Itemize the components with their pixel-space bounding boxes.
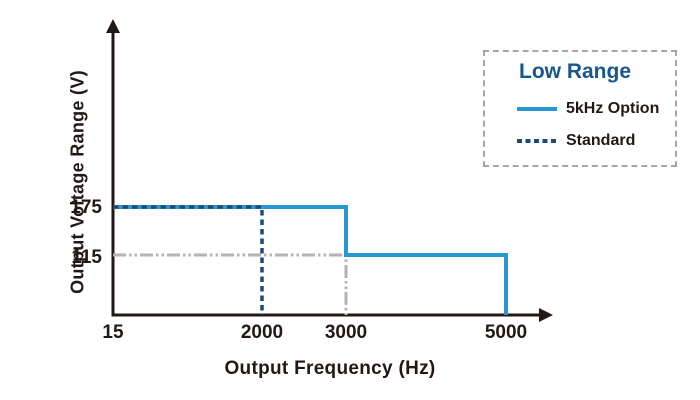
- solid-line-swatch-icon: [517, 107, 557, 111]
- legend-title: Low Range: [519, 60, 632, 83]
- x-tick-2000: 2000: [240, 322, 284, 343]
- dashed-line-swatch-icon: [517, 139, 557, 143]
- legend-entry-label: Standard: [566, 132, 636, 149]
- legend-entry-5khz-option: 5kHz Option: [517, 100, 659, 118]
- x-tick-5000: 5000: [484, 322, 528, 343]
- legend: Low Range 5kHz Option Standard: [483, 50, 677, 167]
- series-115v-reference-guide: [113, 253, 348, 315]
- x-axis-title: Output Frequency (Hz): [224, 358, 436, 379]
- x-tick-3000: 3000: [324, 322, 368, 343]
- y-tick-175: 175: [70, 197, 102, 218]
- legend-entry-label: 5kHz Option: [566, 100, 660, 117]
- x-tick-15: 15: [102, 322, 124, 343]
- series-5khz-option: [113, 205, 508, 315]
- y-axis-arrow-icon: [106, 19, 120, 33]
- series-standard: [113, 205, 264, 315]
- legend-entry-standard: Standard: [517, 132, 635, 150]
- x-axis-arrow-icon: [539, 308, 553, 322]
- y-tick-115: 115: [71, 247, 102, 268]
